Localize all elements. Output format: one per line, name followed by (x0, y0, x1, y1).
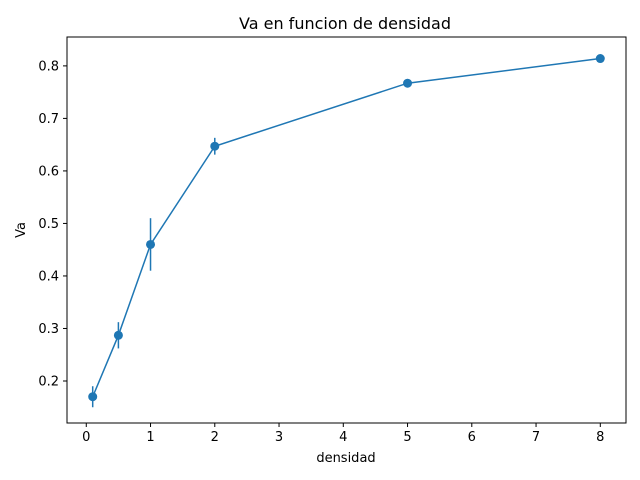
y-tick-label: 0.3 (38, 322, 59, 337)
x-tick-label: 5 (403, 430, 411, 445)
y-tick-label: 0.5 (38, 217, 59, 232)
y-tick-label: 0.7 (38, 112, 59, 127)
data-point (113, 330, 123, 340)
x-tick-label: 2 (211, 430, 219, 445)
y-tick-label: 0.6 (38, 164, 59, 179)
x-tick-label: 8 (596, 430, 604, 445)
x-tick-label: 0 (82, 430, 90, 445)
data-point (403, 78, 413, 88)
series-line (92, 57, 601, 398)
data-point (595, 54, 605, 64)
x-tick-label: 6 (468, 430, 476, 445)
x-axis-label: densidad (316, 451, 375, 466)
x-tick-label: 1 (146, 430, 154, 445)
x-tick-label: 3 (275, 430, 283, 445)
y-tick-label: 0.2 (38, 374, 59, 389)
y-tick-label: 0.8 (38, 59, 59, 74)
data-point (88, 392, 98, 402)
y-tick-label: 0.4 (38, 269, 59, 284)
x-tick-label: 4 (339, 430, 347, 445)
data-point (146, 239, 156, 249)
chart-title: Va en funcion de densidad (239, 14, 451, 33)
data-point (210, 141, 220, 151)
x-axis-ticks: 0 1 2 3 4 5 6 7 8 (82, 423, 604, 445)
x-tick-label: 7 (532, 430, 540, 445)
series-markers (88, 54, 605, 402)
plot-frame (66, 36, 627, 424)
y-axis-label: Va (14, 222, 29, 238)
y-axis-ticks: 0.2 0.3 0.4 0.5 0.6 0.7 0.8 (38, 59, 67, 389)
